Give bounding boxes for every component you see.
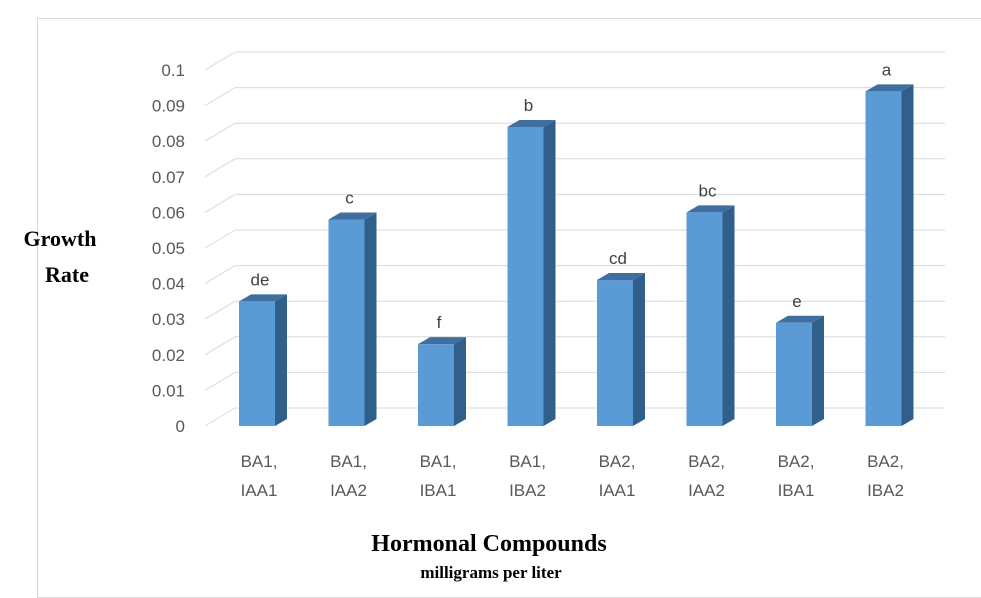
- y-tick-label: 0.04: [152, 275, 185, 294]
- x-category-label: BA1, IAA1: [241, 452, 278, 500]
- svg-text:BA2,: BA2,: [599, 452, 636, 471]
- x-category-label: BA2, IBA1: [778, 452, 815, 500]
- svg-text:IAA1: IAA1: [241, 481, 278, 500]
- data-label: bc: [699, 181, 717, 200]
- gridline: [204, 229, 945, 249]
- gridlines: [204, 51, 945, 427]
- y-axis-title-line-1: Growth: [24, 226, 97, 251]
- x-axis-subtitle: milligrams per liter: [420, 563, 562, 582]
- x-category-label: BA2, IAA1: [599, 452, 636, 500]
- y-tick-label: 0.05: [152, 239, 185, 258]
- data-label: c: [345, 189, 354, 208]
- svg-text:BA1,: BA1,: [420, 452, 457, 471]
- data-label: e: [792, 292, 801, 311]
- gridline: [204, 336, 945, 356]
- x-category-label: BA1, IBA1: [420, 452, 457, 500]
- bar: [328, 212, 377, 426]
- x-axis-categories: BA1, IAA1 BA1, IAA2 BA1, IBA1 BA1, IBA2 BA2, IAA1…: [241, 452, 904, 500]
- gridline: [204, 193, 945, 213]
- svg-text:IAA2: IAA2: [688, 481, 725, 500]
- bar-chart: 0 0.01 0.02 0.03 0.04 0.05 0.06 0.07 0.08 0.09 0.1…: [24, 51, 945, 582]
- data-label: cd: [609, 249, 627, 268]
- svg-text:IAA2: IAA2: [330, 481, 367, 500]
- y-tick-label: 0.08: [152, 132, 185, 151]
- data-labels: de c f b cd bc e a: [251, 60, 892, 332]
- svg-text:BA1,: BA1,: [241, 452, 278, 471]
- x-category-label: BA2, IBA2: [867, 452, 904, 500]
- y-tick-label: 0.1: [161, 61, 185, 80]
- x-axis-title: Hormonal Compounds: [371, 531, 606, 557]
- svg-text:IBA1: IBA1: [420, 481, 457, 500]
- data-label: b: [524, 96, 533, 115]
- x-category-label: BA2, IAA2: [688, 452, 725, 500]
- svg-text:IBA2: IBA2: [509, 481, 546, 500]
- svg-text:BA2,: BA2,: [688, 452, 725, 471]
- bar: [418, 337, 466, 426]
- bar: [776, 315, 824, 426]
- svg-text:IAA1: IAA1: [599, 481, 636, 500]
- bar: [686, 205, 735, 426]
- bar: [507, 119, 556, 427]
- gridline: [204, 265, 945, 285]
- y-axis-title-line-2: Rate: [45, 262, 89, 287]
- gridline: [204, 87, 945, 107]
- y-tick-label: 0.07: [152, 168, 185, 187]
- y-tick-label: 0.02: [152, 346, 185, 365]
- svg-text:IBA2: IBA2: [867, 481, 904, 500]
- svg-text:BA1,: BA1,: [509, 452, 546, 471]
- bar: [239, 294, 287, 426]
- data-label: a: [882, 60, 892, 79]
- y-tick-label: 0.01: [152, 381, 185, 400]
- x-category-label: BA1, IAA2: [330, 452, 367, 500]
- gridline: [204, 158, 945, 178]
- gridline: [204, 300, 945, 320]
- x-category-label: BA1, IBA2: [509, 452, 546, 500]
- svg-text:BA2,: BA2,: [778, 452, 815, 471]
- gridline: [204, 51, 945, 71]
- y-tick-label: 0.06: [152, 203, 185, 222]
- y-tick-label: 0.09: [152, 97, 185, 116]
- gridline: [204, 122, 945, 142]
- svg-text:BA1,: BA1,: [330, 452, 367, 471]
- gridline: [204, 407, 945, 427]
- data-label: de: [251, 270, 270, 289]
- svg-text:BA2,: BA2,: [867, 452, 904, 471]
- data-label: f: [437, 313, 442, 332]
- bar: [865, 84, 914, 427]
- bar: [597, 273, 645, 426]
- gridline: [204, 371, 945, 391]
- y-tick-label: 0: [176, 417, 185, 436]
- y-axis-ticks: 0 0.01 0.02 0.03 0.04 0.05 0.06 0.07 0.08 0.09 0.1: [152, 61, 185, 436]
- bars: [239, 84, 914, 427]
- svg-text:IBA1: IBA1: [778, 481, 815, 500]
- y-tick-label: 0.03: [152, 310, 185, 329]
